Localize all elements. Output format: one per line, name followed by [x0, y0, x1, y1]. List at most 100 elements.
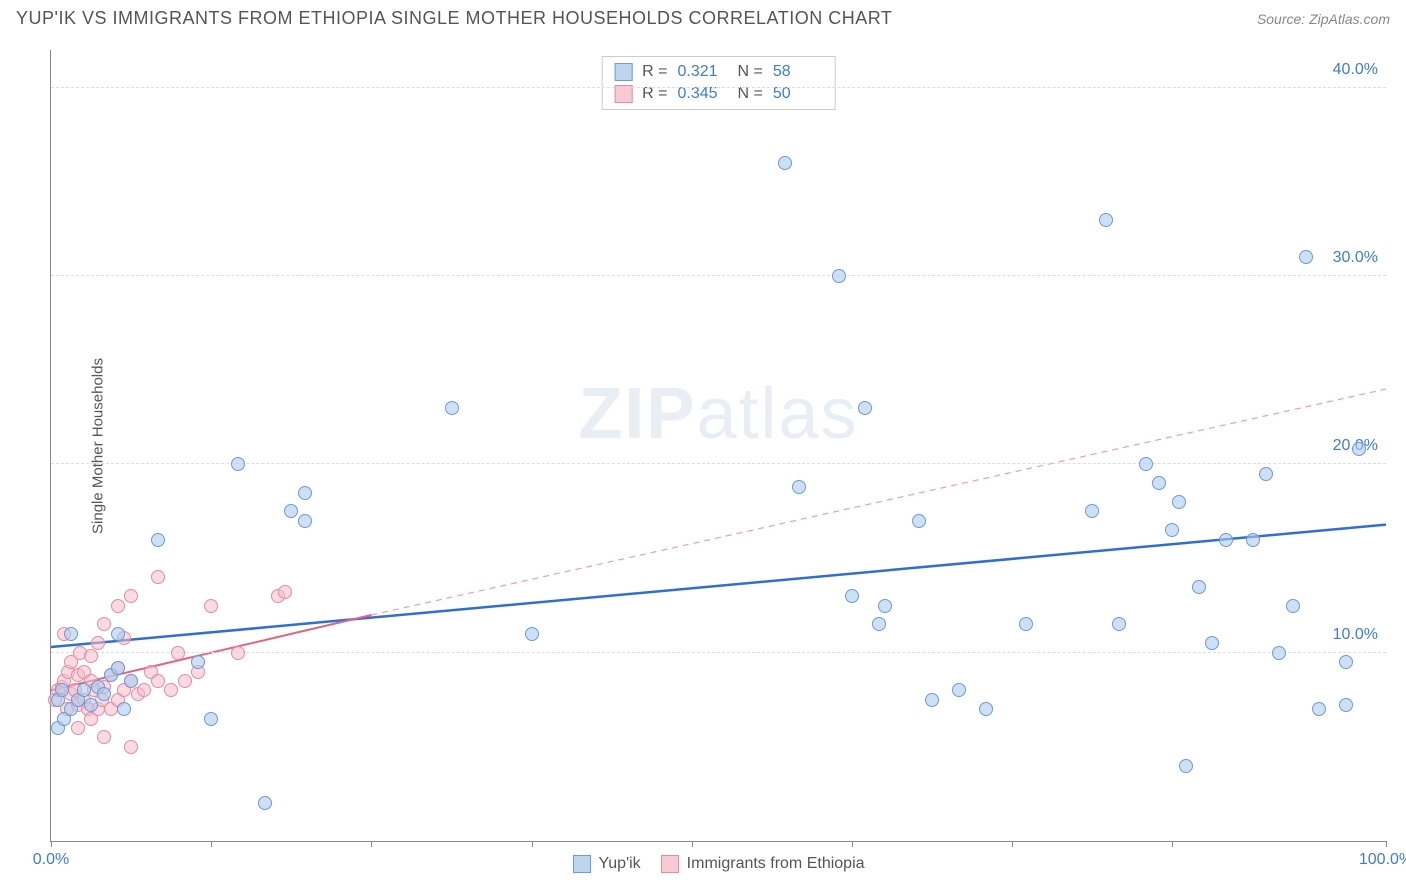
scatter-point-yupik: [1259, 467, 1273, 481]
xtick: [371, 841, 372, 847]
scatter-point-ethiopia: [171, 646, 185, 660]
r-value: 0.345: [678, 85, 728, 103]
scatter-point-yupik: [298, 486, 312, 500]
series-label: Yup'ik: [598, 855, 640, 873]
swatch-blue-icon: [614, 63, 632, 81]
scatter-point-yupik: [84, 698, 98, 712]
scatter-point-yupik: [151, 533, 165, 547]
series-legend: Yup'ik Immigrants from Ethiopia: [572, 855, 864, 873]
scatter-point-ethiopia: [204, 599, 218, 613]
xtick: [211, 841, 212, 847]
legend-item-ethiopia: Immigrants from Ethiopia: [661, 855, 865, 873]
swatch-blue-icon: [572, 855, 590, 873]
n-label: N =: [738, 85, 763, 103]
r-label: R =: [642, 63, 667, 81]
scatter-point-yupik: [1286, 599, 1300, 613]
gridline: [51, 652, 1386, 653]
watermark: ZIPatlas: [578, 373, 858, 455]
scatter-point-yupik: [925, 693, 939, 707]
scatter-point-ethiopia: [124, 589, 138, 603]
scatter-point-ethiopia: [151, 570, 165, 584]
scatter-point-yupik: [1019, 617, 1033, 631]
scatter-point-yupik: [1152, 476, 1166, 490]
scatter-point-yupik: [204, 712, 218, 726]
scatter-point-ethiopia: [124, 740, 138, 754]
scatter-point-yupik: [1139, 457, 1153, 471]
ytick-label: 10.0%: [1333, 626, 1378, 644]
correlation-legend: R = 0.321 N = 58 R = 0.345 N = 50: [601, 56, 836, 110]
scatter-point-yupik: [525, 627, 539, 641]
scatter-point-ethiopia: [84, 649, 98, 663]
scatter-point-yupik: [845, 589, 859, 603]
ytick-label: 40.0%: [1333, 61, 1378, 79]
legend-row-yupik: R = 0.321 N = 58: [614, 61, 823, 83]
xtick: [1012, 841, 1013, 847]
gridline: [51, 463, 1386, 464]
scatter-point-yupik: [872, 617, 886, 631]
scatter-point-yupik: [191, 655, 205, 669]
scatter-point-yupik: [1246, 533, 1260, 547]
scatter-point-yupik: [1299, 250, 1313, 264]
scatter-point-yupik: [778, 156, 792, 170]
scatter-point-yupik: [1205, 636, 1219, 650]
scatter-point-yupik: [1339, 698, 1353, 712]
xtick: [51, 841, 52, 847]
scatter-point-yupik: [1099, 213, 1113, 227]
source-label: Source: ZipAtlas.com: [1257, 11, 1390, 27]
scatter-point-yupik: [1112, 617, 1126, 631]
scatter-point-yupik: [111, 661, 125, 675]
n-value: 50: [773, 85, 823, 103]
xtick-label: 100.0%: [1359, 851, 1406, 869]
scatter-point-yupik: [1352, 442, 1366, 456]
n-value: 58: [773, 63, 823, 81]
xtick: [692, 841, 693, 847]
scatter-point-yupik: [284, 504, 298, 518]
chart-plot-area: ZIPatlas R = 0.321 N = 58 R = 0.345 N = …: [50, 50, 1386, 842]
scatter-point-yupik: [952, 683, 966, 697]
xtick: [852, 841, 853, 847]
scatter-point-ethiopia: [97, 730, 111, 744]
xtick: [1172, 841, 1173, 847]
scatter-point-yupik: [1312, 702, 1326, 716]
scatter-point-ethiopia: [111, 599, 125, 613]
chart-title: YUP'IK VS IMMIGRANTS FROM ETHIOPIA SINGL…: [16, 8, 892, 29]
scatter-point-ethiopia: [278, 585, 292, 599]
scatter-point-yupik: [979, 702, 993, 716]
scatter-point-yupik: [1219, 533, 1233, 547]
r-label: R =: [642, 85, 667, 103]
scatter-point-yupik: [55, 683, 69, 697]
legend-item-yupik: Yup'ik: [572, 855, 640, 873]
xtick-label: 0.0%: [33, 851, 69, 869]
xtick: [1386, 841, 1387, 847]
scatter-point-ethiopia: [137, 683, 151, 697]
ytick-label: 30.0%: [1333, 249, 1378, 267]
n-label: N =: [738, 63, 763, 81]
scatter-point-yupik: [1272, 646, 1286, 660]
watermark-bold: ZIP: [578, 374, 696, 454]
scatter-point-yupik: [1172, 495, 1186, 509]
swatch-pink-icon: [614, 85, 632, 103]
scatter-point-ethiopia: [97, 617, 111, 631]
gridline: [51, 87, 1386, 88]
scatter-point-yupik: [97, 687, 111, 701]
scatter-point-ethiopia: [91, 636, 105, 650]
scatter-point-yupik: [1165, 523, 1179, 537]
scatter-point-yupik: [1179, 759, 1193, 773]
scatter-point-yupik: [124, 674, 138, 688]
scatter-point-yupik: [1085, 504, 1099, 518]
scatter-point-yupik: [858, 401, 872, 415]
scatter-point-yupik: [832, 269, 846, 283]
scatter-point-ethiopia: [231, 646, 245, 660]
scatter-point-yupik: [77, 683, 91, 697]
scatter-point-yupik: [117, 702, 131, 716]
scatter-point-yupik: [1339, 655, 1353, 669]
r-value: 0.321: [678, 63, 728, 81]
series-label: Immigrants from Ethiopia: [687, 855, 865, 873]
scatter-point-yupik: [445, 401, 459, 415]
scatter-point-yupik: [298, 514, 312, 528]
scatter-point-yupik: [1192, 580, 1206, 594]
scatter-point-yupik: [64, 627, 78, 641]
xtick: [532, 841, 533, 847]
scatter-point-yupik: [912, 514, 926, 528]
scatter-point-ethiopia: [151, 674, 165, 688]
